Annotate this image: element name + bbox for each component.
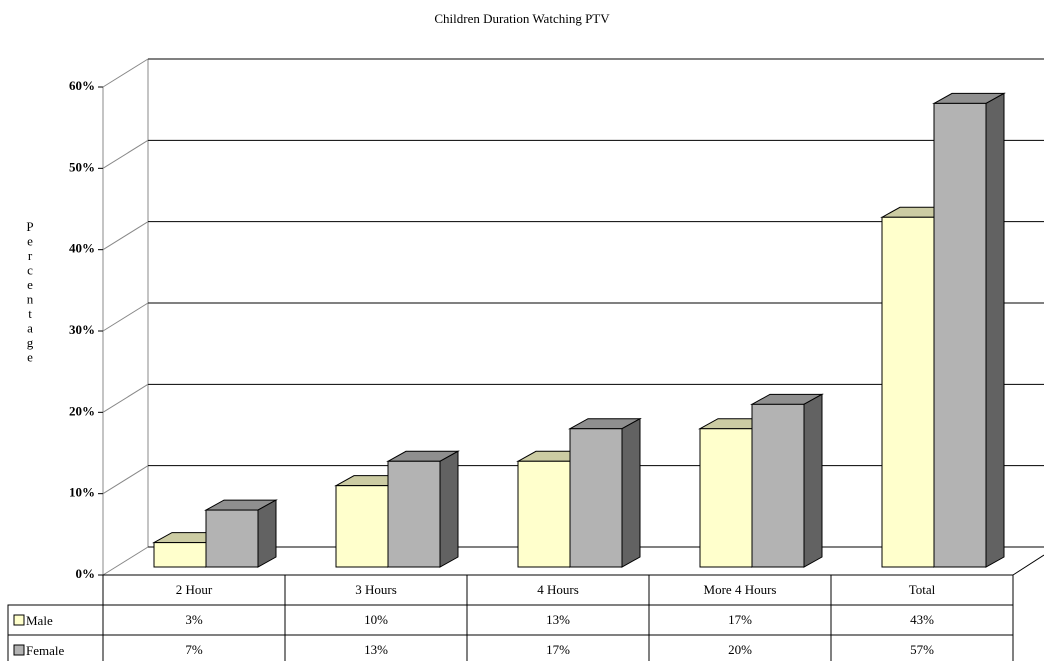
grid-line (102, 221, 149, 251)
data-label: 57% (910, 642, 934, 657)
bar (751, 403, 805, 568)
legend-cell (7, 604, 1014, 636)
bar-side (257, 499, 277, 568)
y-tick-label: 20% (69, 403, 95, 418)
bar (699, 428, 753, 568)
grid-line (102, 302, 149, 332)
bar-side (439, 450, 459, 568)
bar (335, 485, 389, 568)
data-label: 43% (910, 612, 934, 627)
y-tick-label: 50% (69, 159, 95, 174)
data-label: 20% (728, 642, 752, 657)
x-tick-label: Total (909, 582, 936, 597)
grid-line (102, 139, 149, 169)
y-tick-label: 0% (76, 566, 96, 581)
bar (153, 542, 207, 568)
bar (205, 509, 259, 568)
legend-label: Female (26, 643, 64, 658)
legend-swatch (13, 644, 25, 656)
bar-side (621, 417, 641, 568)
bar-side (803, 393, 823, 568)
x-tick-label: More 4 Hours (704, 582, 777, 597)
bar (517, 460, 571, 568)
floor-right (1012, 554, 1044, 576)
legend-label: Male (26, 613, 53, 628)
data-label: 17% (728, 612, 752, 627)
grid-line (102, 546, 149, 576)
grid-line (102, 465, 149, 495)
data-label: 7% (185, 642, 203, 657)
grid-line (102, 383, 149, 413)
chart-title: Children Duration Watching PTV (434, 11, 610, 26)
legend-cell (7, 634, 1014, 661)
y-tick-label: 30% (69, 322, 95, 337)
bar (933, 102, 987, 568)
x-tick-label: 3 Hours (355, 582, 397, 597)
data-label: 17% (546, 642, 570, 657)
bar (569, 428, 623, 568)
legend-swatch (13, 614, 25, 626)
bar-side (985, 92, 1005, 568)
data-label: 3% (185, 612, 203, 627)
y-tick-label: 10% (69, 485, 95, 500)
grid-line (102, 58, 149, 88)
data-label: 10% (364, 612, 388, 627)
x-tick-label: 4 Hours (537, 582, 579, 597)
bar (387, 460, 441, 568)
x-tick-label: 2 Hour (176, 582, 213, 597)
y-tick-label: 60% (69, 78, 95, 93)
y-tick-label: 40% (69, 241, 95, 256)
bar (881, 216, 935, 568)
data-label: 13% (364, 642, 388, 657)
data-label: 13% (546, 612, 570, 627)
